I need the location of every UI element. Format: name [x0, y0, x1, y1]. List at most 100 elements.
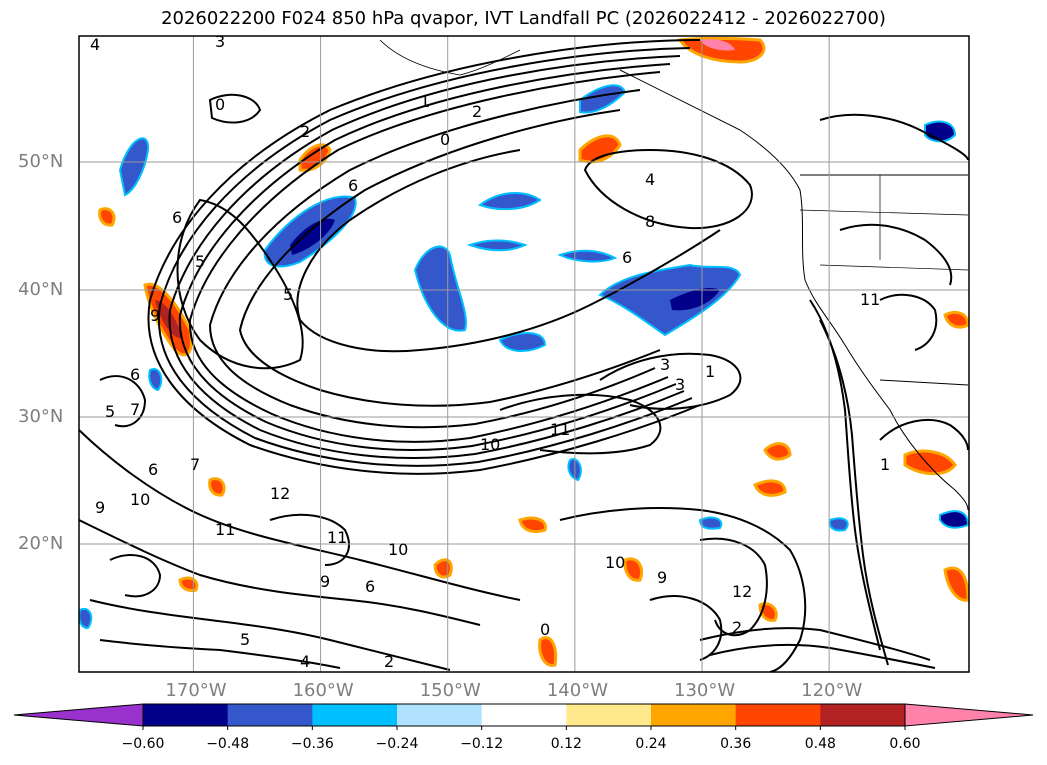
contour-label: 9	[320, 572, 331, 591]
blue-patch	[498, 332, 547, 352]
colorbar-bin	[227, 704, 313, 726]
contour-label: 11	[550, 420, 571, 439]
contour-line	[79, 519, 481, 626]
contour-label: 0	[540, 620, 551, 639]
lat-tick-label: 20°N	[18, 533, 64, 554]
warm-patch	[208, 477, 226, 497]
contour-line	[819, 113, 969, 161]
map-background	[79, 36, 969, 672]
contour-label: 6	[348, 176, 359, 195]
lon-tick-label: 130°W	[674, 680, 736, 701]
contour-label: 6	[172, 208, 183, 227]
colorbar-tick-label: 0.48	[804, 736, 836, 752]
contour-label: 7	[130, 400, 141, 419]
contour-label: 7	[190, 455, 201, 474]
warm-patch	[677, 37, 766, 64]
contour-line	[879, 419, 969, 451]
contour-label: 3	[660, 355, 671, 374]
contour-label: 12	[732, 582, 753, 601]
contour-label: 2	[472, 102, 483, 121]
coastline	[619, 69, 969, 511]
contour-label: 1	[880, 455, 891, 474]
contour-label: 9	[95, 498, 106, 517]
colorbar-tick-label: −0.36	[290, 736, 334, 752]
blue-patch	[698, 516, 723, 530]
colorbar-tick-label: −0.60	[121, 736, 165, 752]
lat-tick-label: 50°N	[18, 151, 64, 172]
contour-label: 6	[365, 577, 376, 596]
blue-patch	[828, 517, 849, 532]
contour-label: 6	[130, 365, 141, 384]
contour-line	[839, 223, 953, 286]
contour-label: 6	[622, 248, 633, 267]
contour-label: 4	[645, 170, 656, 189]
contour-label: 10	[480, 435, 501, 454]
warm-patch	[903, 449, 957, 476]
lon-tick-label: 160°W	[292, 680, 354, 701]
warm-patch	[700, 39, 735, 51]
contour-line	[109, 554, 162, 598]
contour-line	[499, 393, 662, 455]
border-line	[879, 379, 969, 386]
colorbar-bin	[481, 704, 567, 726]
contour-label: 9	[150, 306, 161, 325]
contour-line	[269, 513, 350, 566]
gridlines	[79, 36, 969, 672]
contour-label: 2	[384, 652, 395, 671]
warm-patch	[753, 479, 787, 497]
blue-patch	[466, 239, 528, 252]
contour-line	[79, 429, 521, 601]
blue-patch	[477, 192, 542, 211]
contour-label: 4	[90, 35, 101, 54]
warm-patch	[178, 576, 199, 592]
contour-label: 4	[300, 652, 311, 671]
contour-label: 3	[675, 375, 686, 394]
contour-label: 10	[388, 540, 409, 559]
colorbar-bin	[820, 704, 906, 726]
contour-line	[176, 198, 304, 370]
contour-label: 11	[860, 290, 881, 309]
blue-patch	[670, 288, 720, 311]
contour-line	[99, 639, 341, 669]
lat-tick-label: 40°N	[18, 279, 64, 300]
lat-tick-label: 30°N	[18, 406, 64, 427]
contour-line	[583, 148, 753, 230]
warm-patch	[433, 558, 453, 579]
contour-line	[819, 319, 889, 666]
colorbar-bin	[566, 704, 652, 726]
warm-patch	[943, 311, 969, 329]
warm-patch	[538, 636, 558, 667]
colorbar-bin	[143, 704, 229, 726]
contour-line	[168, 55, 685, 460]
contour-line	[649, 595, 723, 661]
contour-label: 11	[215, 520, 236, 539]
warm-patch	[623, 557, 644, 582]
blue-patch	[148, 368, 163, 392]
contour-line	[238, 109, 661, 407]
blue-patch	[290, 218, 335, 255]
colorbar-extend-min	[13, 703, 144, 727]
contour-line	[699, 537, 768, 637]
colorbar-bin	[312, 704, 398, 726]
contour-label: 6	[148, 460, 159, 479]
contour-line	[296, 149, 721, 353]
colorbar-tick-label: 0.36	[720, 736, 752, 752]
colorbar-tick-label: −0.12	[460, 736, 504, 752]
contour-label: 5	[283, 285, 294, 304]
shaded-regions	[79, 37, 969, 672]
contour-label: 10	[605, 553, 626, 572]
colorbar-tick-label: 0.12	[550, 736, 582, 752]
warm-patch	[763, 442, 792, 461]
contour-line	[208, 93, 262, 124]
map-title: 2026022200 F024 850 hPa qvapor, IVT Land…	[161, 8, 886, 29]
blue-patch	[413, 245, 467, 332]
blue-patch	[118, 137, 150, 197]
warm-patch	[943, 566, 969, 602]
contour-label: 9	[657, 568, 668, 587]
contour-label: 11	[327, 528, 348, 547]
warm-patch	[98, 207, 116, 227]
contour-label: 0	[440, 130, 451, 149]
contour-line	[157, 47, 693, 467]
contour-label: 2	[300, 122, 311, 141]
